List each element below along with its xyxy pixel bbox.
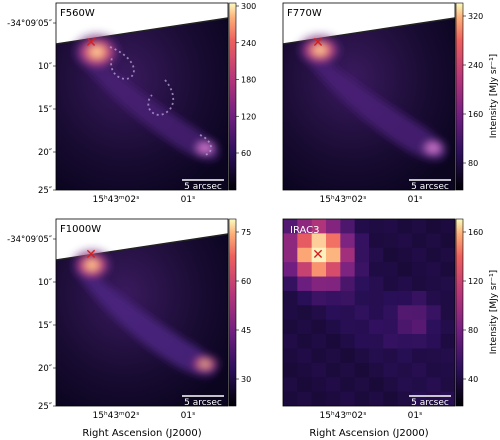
- dotted-contours: [109, 46, 212, 156]
- dec-tick-label: 25″: [38, 402, 52, 412]
- colorbar-tick-label: 40: [468, 375, 478, 384]
- scalebar-label: 5 arcsec: [411, 398, 449, 408]
- ra-tick-label: 01ˢ: [181, 411, 196, 421]
- scalebar-label: 5 arcsec: [184, 182, 222, 192]
- dec-tick-label: 15″: [38, 105, 52, 115]
- colorbar-tick-label: 160: [468, 228, 483, 237]
- ra-tick-label: 15ʰ43ᵐ02ˢ: [93, 411, 140, 421]
- scalebar-label: 5 arcsec: [411, 182, 449, 192]
- source-marker-icon: ✕: [85, 247, 97, 263]
- dec-tick-label: 25″: [38, 186, 52, 196]
- ra-tick-label: 15ʰ43ᵐ02ˢ: [93, 195, 140, 205]
- x-axis-label-right: Right Ascension (J2000): [309, 428, 428, 439]
- panel-label: IRAC3: [290, 225, 320, 236]
- emission-jet: [71, 32, 221, 161]
- source-marker-icon: ✕: [312, 35, 324, 51]
- panel-label: F560W: [60, 8, 95, 19]
- colorbar-tick-label: 60: [241, 149, 251, 158]
- dec-axis-top: -34°09′05″ 10″ 15″ 20″ 25″: [7, 19, 56, 196]
- panel-f770w: F770W ✕ 5 arcsec: [282, 2, 456, 192]
- panel-irac3: IRAC3 ✕ 5 arcsec: [282, 218, 456, 408]
- colorbar-tick-label: 180: [241, 76, 256, 85]
- panel-label: F770W: [287, 8, 322, 19]
- dec-tick-label: -34°09′05″: [7, 19, 52, 29]
- colorbar-label: Intensity [MJy sr⁻¹]: [489, 270, 499, 354]
- colorbar-tick-label: 240: [241, 39, 256, 48]
- dec-tick-label: 20″: [38, 148, 52, 158]
- colorbar-tick-label: 320: [468, 12, 483, 21]
- ra-tick-label: 15ʰ43ᵐ02ˢ: [320, 411, 367, 421]
- colorbar-tick-label: 120: [241, 112, 256, 121]
- dec-tick-label: 20″: [38, 364, 52, 374]
- colorbar-tick-label: 80: [468, 159, 478, 168]
- dec-axis-bottom: -34°09′05″ 10″ 15″ 20″ 25″: [7, 235, 56, 412]
- x-axis-label-left: Right Ascension (J2000): [82, 428, 201, 439]
- ra-axis: 15ʰ43ᵐ02ˢ 01ˢ 15ʰ43ᵐ02ˢ 01ˢ 15ʰ43ᵐ02ˢ 01ˢ 15ʰ4…: [93, 195, 423, 421]
- emission-jet: [296, 33, 449, 161]
- source-marker-icon: ✕: [312, 247, 324, 263]
- colorbar-f560w: 300 240 180 120 60: [228, 2, 256, 191]
- ra-tick-label: 01ˢ: [408, 195, 423, 205]
- source-marker-icon: ✕: [85, 35, 97, 51]
- colorbar-tick-label: 80: [468, 326, 478, 335]
- colorbar-tick-label: 120: [468, 277, 483, 286]
- ra-tick-label: 01ˢ: [181, 195, 196, 205]
- scalebar-label: 5 arcsec: [184, 398, 222, 408]
- colorbar-f1000w: 75 60 45 30: [228, 218, 251, 407]
- colorbar-tick-label: 300: [241, 2, 256, 11]
- dec-tick-label: 15″: [38, 321, 52, 331]
- colorbar-tick-label: 30: [241, 375, 251, 384]
- colorbar-f770w: 320 240 160 80 Intensity [MJy sr⁻¹]: [455, 2, 499, 191]
- ra-tick-label: 01ˢ: [408, 411, 423, 421]
- colorbar-tick-label: 160: [468, 110, 483, 119]
- ra-tick-label: 15ʰ43ᵐ02ˢ: [320, 195, 367, 205]
- emission-jet: [70, 248, 222, 377]
- pixel-grid: [283, 219, 455, 406]
- colorbar-irac3: 160 120 80 40 Intensity [MJy sr⁻¹]: [455, 218, 499, 407]
- dec-tick-label: 10″: [38, 62, 52, 72]
- colorbar-tick-label: 240: [468, 61, 483, 70]
- panel-f1000w: F1000W ✕ 5 arcsec: [55, 218, 229, 408]
- dec-tick-label: 10″: [38, 278, 52, 288]
- colorbar-tick-label: 60: [241, 277, 251, 286]
- colorbar-label: Intensity [MJy sr⁻¹]: [489, 54, 499, 138]
- panel-label: F1000W: [60, 224, 101, 235]
- colorbar-tick-label: 45: [241, 326, 251, 335]
- colorbar-tick-label: 75: [241, 228, 251, 237]
- panel-f560w: F560W ✕ 5 arcsec: [55, 2, 229, 192]
- dec-tick-label: -34°09′05″: [7, 235, 52, 245]
